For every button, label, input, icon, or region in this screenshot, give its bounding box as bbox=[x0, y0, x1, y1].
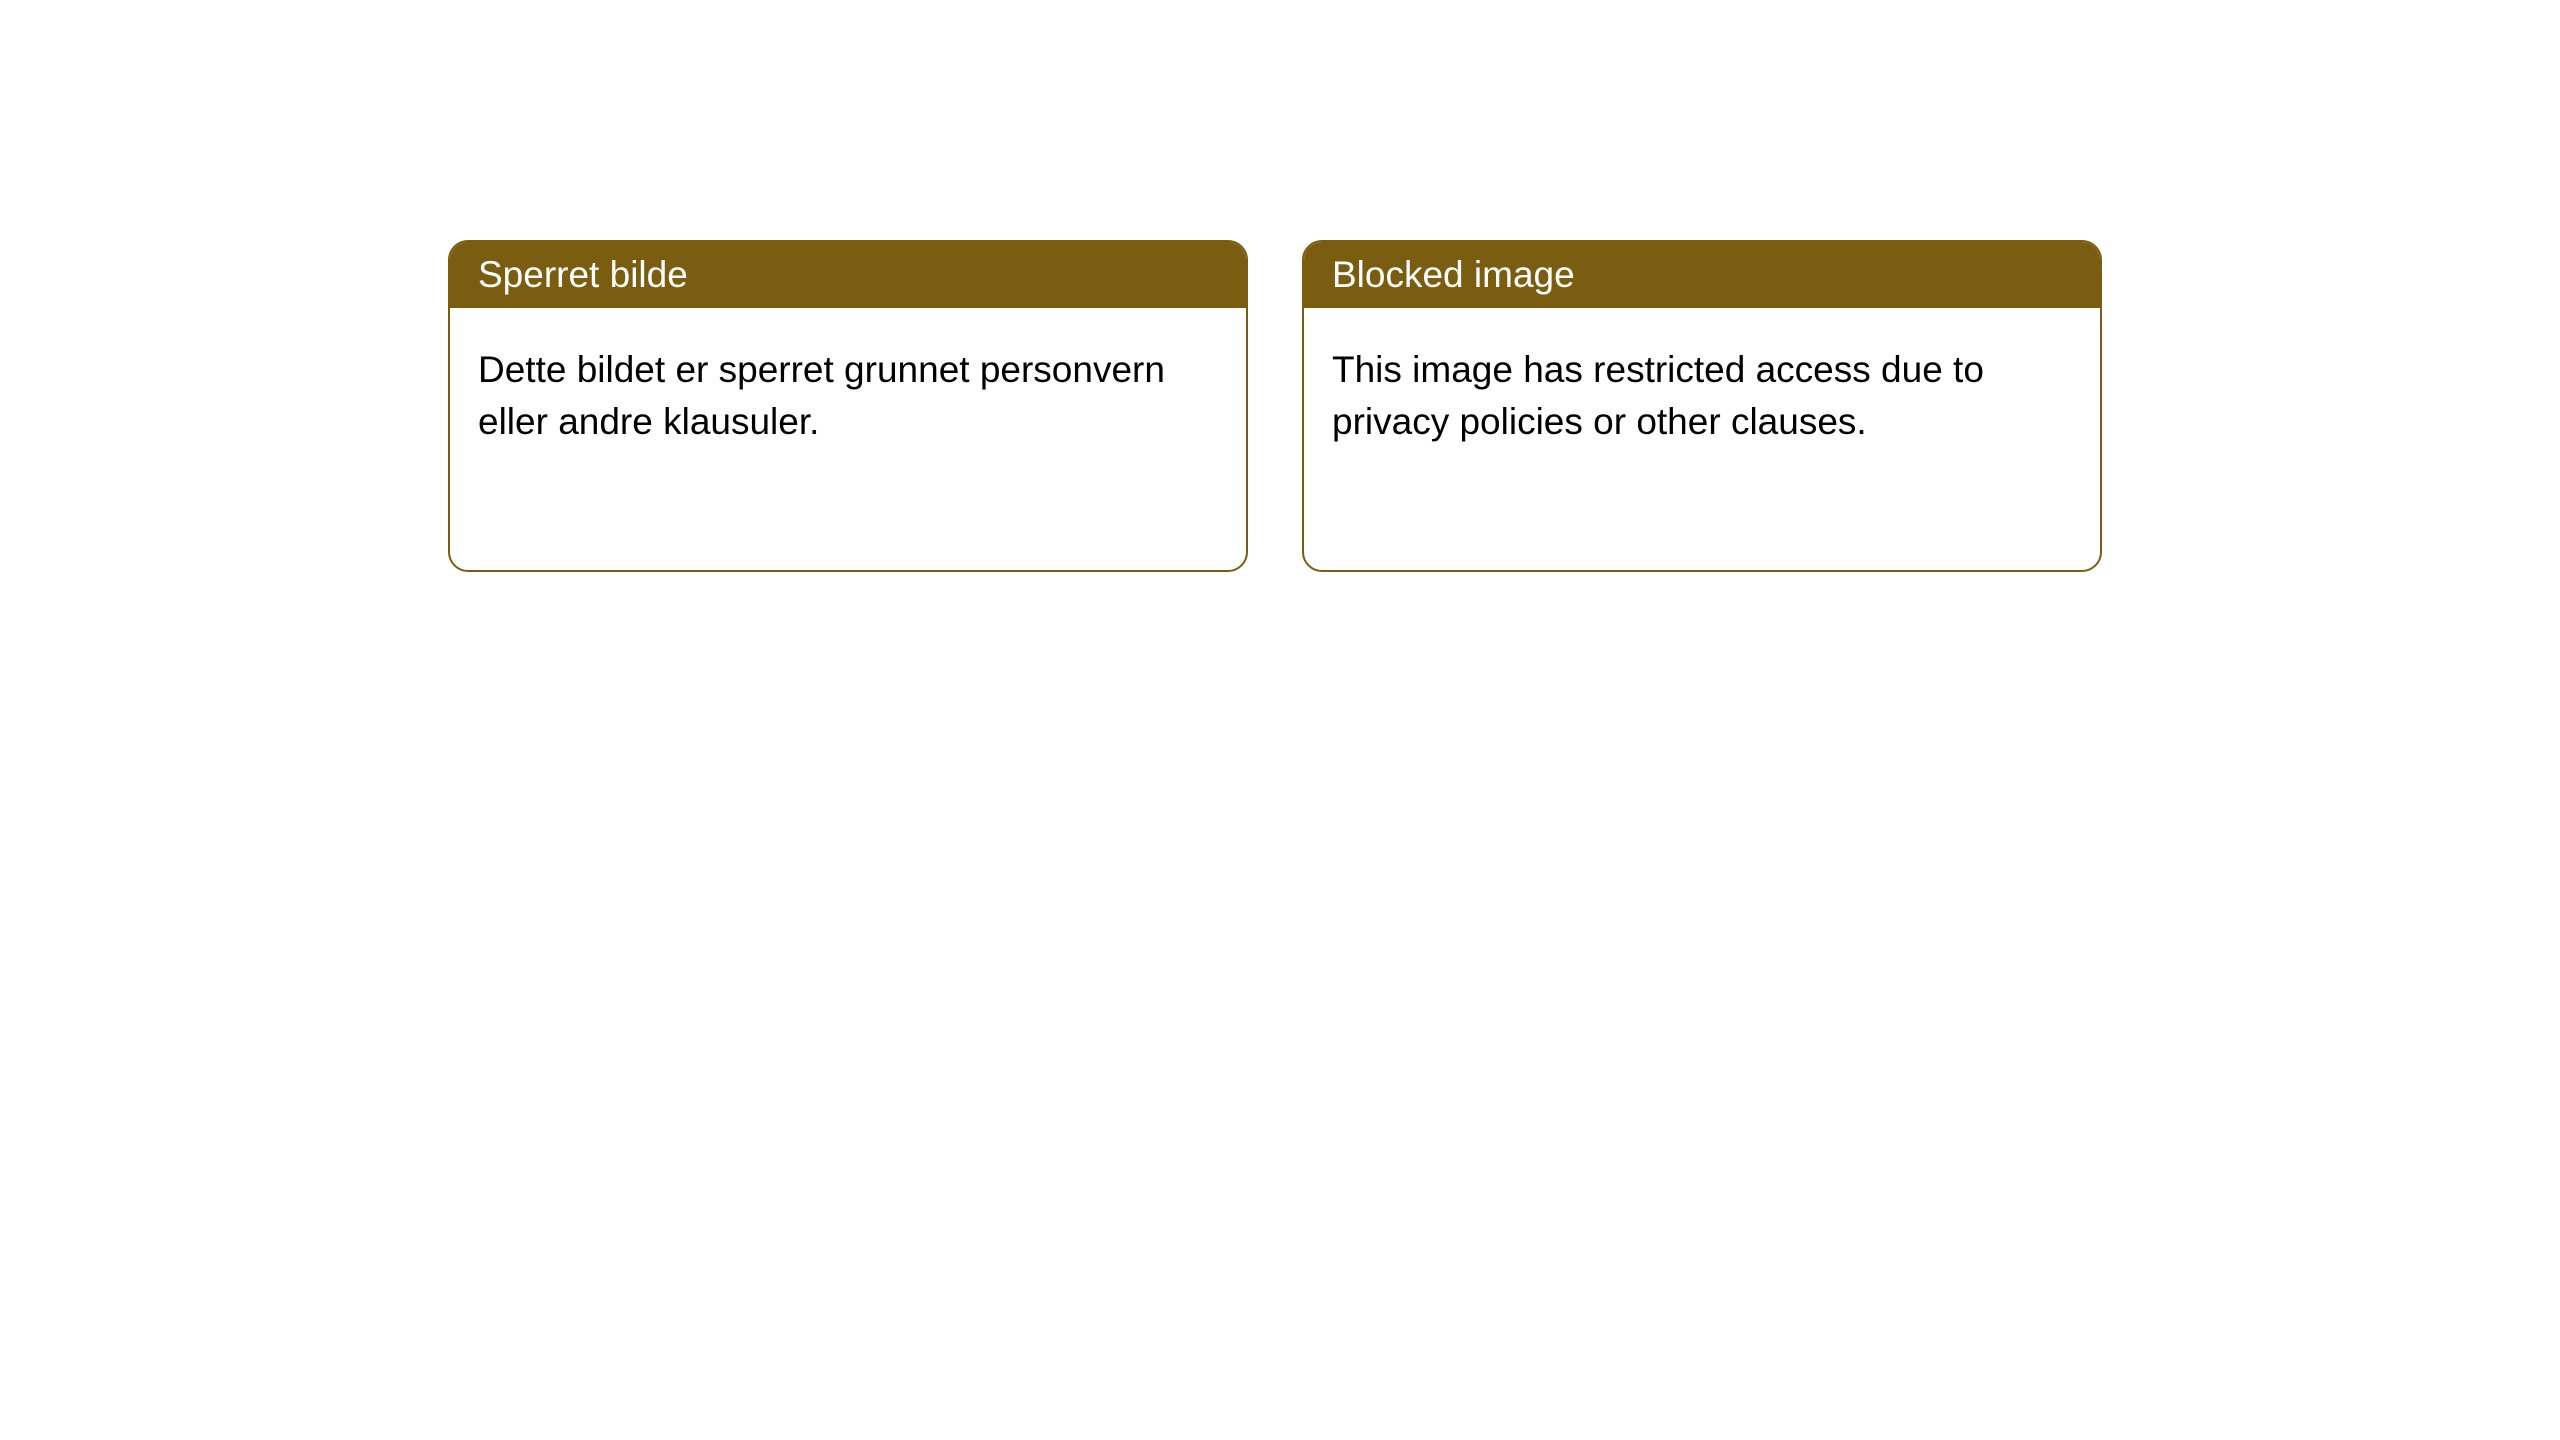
notice-body-english: This image has restricted access due to … bbox=[1304, 308, 2100, 484]
notice-header-norwegian: Sperret bilde bbox=[450, 242, 1246, 308]
notice-card-english: Blocked image This image has restricted … bbox=[1302, 240, 2102, 572]
notice-header-english: Blocked image bbox=[1304, 242, 2100, 308]
notice-container: Sperret bilde Dette bildet er sperret gr… bbox=[0, 0, 2560, 572]
notice-card-norwegian: Sperret bilde Dette bildet er sperret gr… bbox=[448, 240, 1248, 572]
notice-body-norwegian: Dette bildet er sperret grunnet personve… bbox=[450, 308, 1246, 484]
